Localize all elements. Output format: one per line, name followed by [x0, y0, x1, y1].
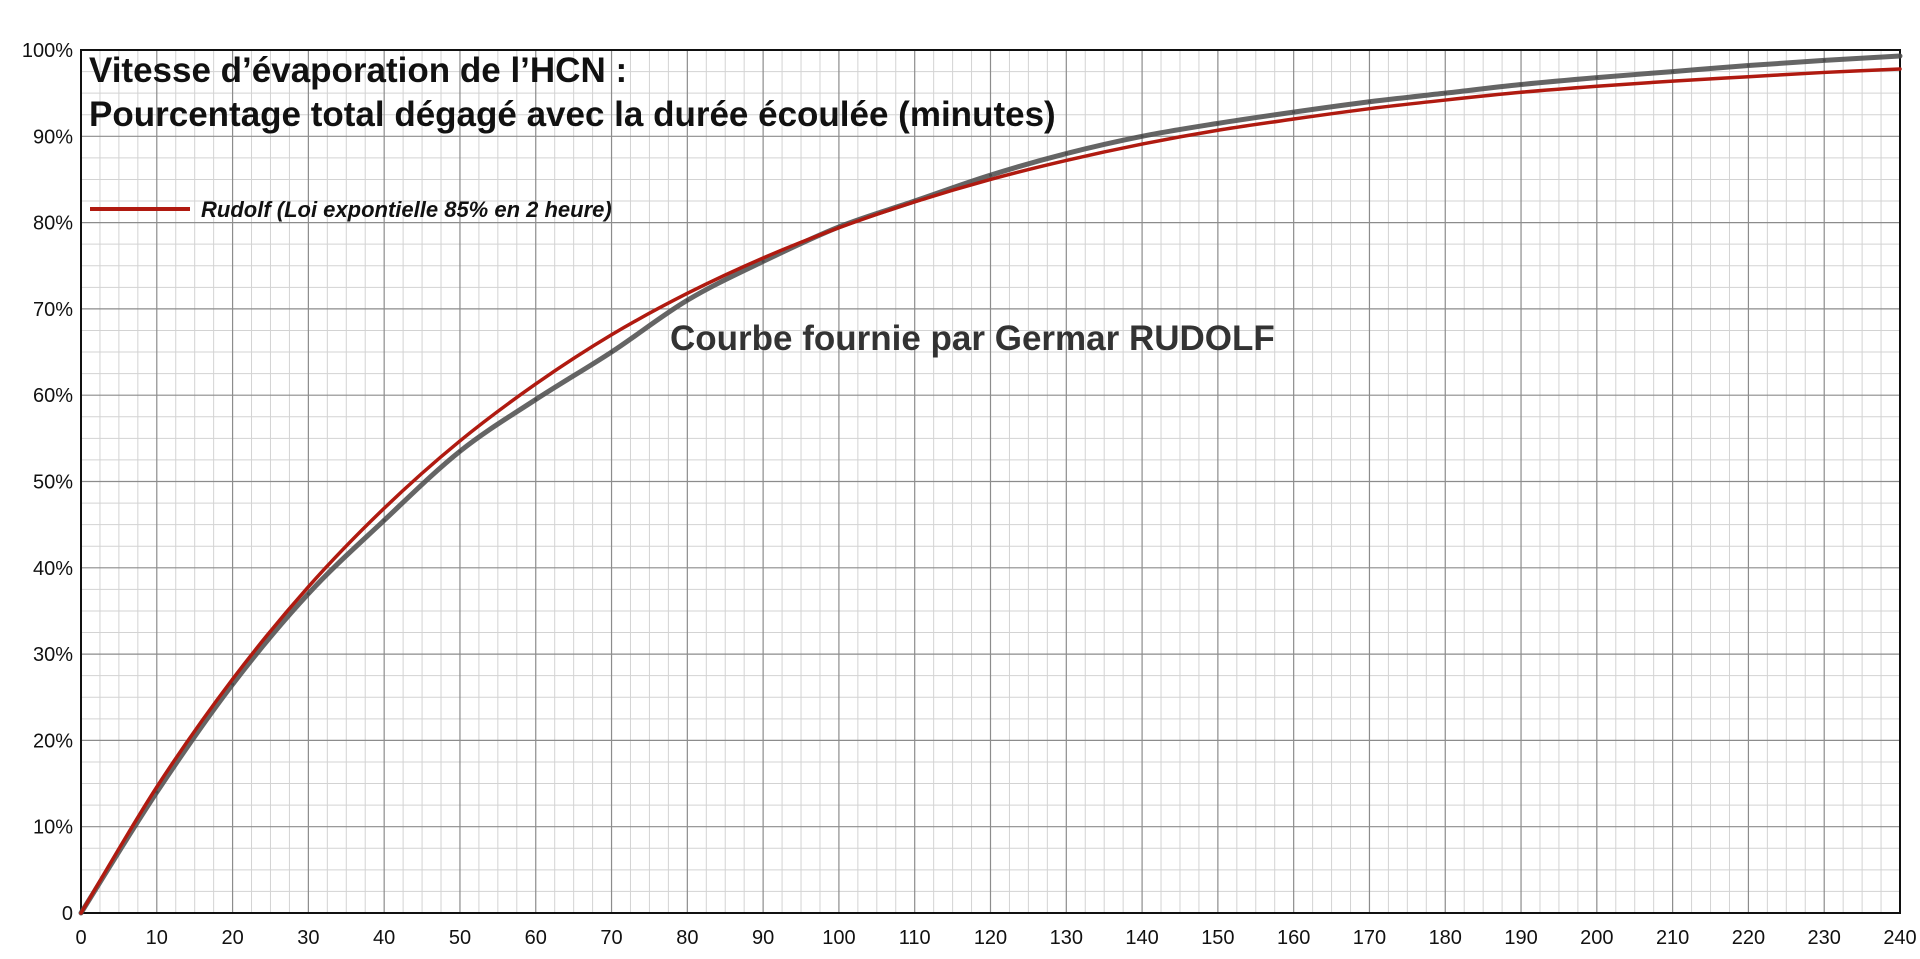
data-point-measured: [1292, 110, 1296, 114]
data-point-measured: [1064, 152, 1068, 156]
y-tick-label: 0: [62, 903, 73, 925]
x-tick-label: 30: [297, 927, 319, 949]
data-point-measured: [1519, 83, 1523, 87]
data-point-rudolf: [155, 785, 159, 789]
x-tick-label: 170: [1353, 927, 1386, 949]
data-point-measured: [1746, 64, 1750, 68]
data-point-rudolf: [1519, 90, 1523, 94]
x-tick-label: 240: [1883, 927, 1916, 949]
data-point-rudolf: [1595, 84, 1599, 88]
data-point-measured: [1367, 100, 1371, 104]
x-axis-ticks: 0 10 20 30 40 50 60 70 80 90 100 110 120 130 140 150 160…: [75, 927, 1916, 949]
legend: Rudolf (Loi expontielle 85% en 2 heure): [90, 197, 612, 222]
title-block: Vitesse d’évaporation de l’HCN : Pourcen…: [89, 51, 1056, 134]
data-point-measured: [989, 173, 992, 177]
y-tick-label: 70%: [33, 299, 73, 321]
chart-title: Vitesse d’évaporation de l’HCN :: [89, 51, 627, 90]
x-tick-label: 20: [221, 927, 243, 949]
x-tick-label: 90: [752, 927, 774, 949]
data-point-measured: [610, 350, 614, 354]
x-tick-label: 210: [1656, 927, 1689, 949]
x-tick-label: 10: [146, 927, 168, 949]
data-point-rudolf: [458, 439, 462, 443]
x-tick-label: 220: [1732, 927, 1765, 949]
chart-subtitle: Pourcentage total dégagé avec la durée é…: [89, 95, 1056, 134]
data-point-measured: [458, 449, 462, 453]
x-tick-label: 190: [1504, 927, 1537, 949]
x-tick-label: 110: [899, 927, 931, 949]
chart-annotation: Courbe fournie par Germar RUDOLF: [670, 319, 1275, 358]
data-point-rudolf: [382, 506, 386, 510]
y-tick-label: 50%: [33, 472, 73, 494]
y-tick-label: 90%: [33, 126, 73, 148]
y-axis-ticks: 0 10% 20% 30% 40% 50% 60% 70% 80% 90% 100%: [22, 40, 73, 925]
x-tick-label: 70: [600, 927, 622, 949]
data-point-rudolf: [1216, 128, 1220, 132]
data-point-rudolf: [837, 226, 841, 230]
x-tick-label: 200: [1580, 927, 1613, 949]
data-point-measured: [1443, 91, 1447, 95]
y-tick-label: 10%: [33, 817, 73, 839]
y-tick-label: 30%: [33, 644, 73, 666]
data-point-measured: [306, 592, 310, 596]
x-tick-label: 180: [1429, 927, 1462, 949]
data-point-rudolf: [761, 256, 765, 260]
x-tick-label: 80: [676, 927, 698, 949]
data-point-rudolf: [1140, 142, 1144, 146]
data-point-measured: [1822, 58, 1826, 62]
data-point-rudolf: [79, 911, 83, 915]
data-point-measured: [1671, 70, 1675, 74]
data-point-rudolf: [1746, 75, 1750, 79]
data-point-rudolf: [1292, 117, 1296, 121]
data-point-rudolf: [685, 291, 689, 295]
y-tick-label: 20%: [33, 730, 73, 752]
data-point-measured: [231, 682, 235, 686]
data-point-measured: [685, 298, 689, 302]
x-tick-label: 60: [525, 927, 547, 949]
data-point-rudolf: [306, 585, 310, 589]
data-point-rudolf: [1671, 79, 1675, 83]
y-tick-label: 60%: [33, 385, 73, 407]
data-point-measured: [1216, 121, 1220, 125]
data-point-rudolf: [610, 333, 614, 337]
series-layer: [78, 53, 1903, 916]
y-tick-label: 40%: [33, 558, 73, 580]
x-tick-label: 0: [75, 927, 86, 949]
data-point-rudolf: [989, 177, 992, 181]
y-tick-label: 100%: [22, 40, 73, 62]
y-tick-label: 80%: [33, 213, 73, 235]
data-point-rudolf: [1898, 67, 1902, 71]
data-point-rudolf: [1822, 70, 1826, 74]
data-point-measured: [155, 790, 159, 794]
data-point-measured: [1140, 134, 1144, 138]
data-point-measured: [1595, 76, 1599, 80]
plot-frame: [80, 49, 1901, 914]
x-tick-label: 120: [974, 927, 1007, 949]
x-tick-label: 40: [373, 927, 395, 949]
series-line-rudolf: [79, 67, 1902, 915]
data-point-rudolf: [231, 677, 235, 681]
data-point-measured: [1898, 54, 1902, 58]
data-point-rudolf: [1443, 98, 1447, 102]
legend-label-rudolf: Rudolf (Loi expontielle 85% en 2 heure): [201, 197, 612, 222]
x-tick-label: 230: [1808, 927, 1841, 949]
data-point-measured: [761, 259, 765, 263]
data-point-rudolf: [1367, 107, 1371, 111]
x-tick-label: 160: [1277, 927, 1310, 949]
data-point-rudolf: [1064, 158, 1068, 162]
x-tick-label: 130: [1050, 927, 1083, 949]
x-tick-label: 140: [1125, 927, 1158, 949]
x-tick-label: 50: [449, 927, 471, 949]
x-tick-label: 100: [822, 927, 855, 949]
data-point-rudolf: [913, 200, 917, 204]
data-point-rudolf: [534, 382, 538, 386]
data-point-measured: [382, 518, 386, 522]
x-tick-label: 150: [1201, 927, 1234, 949]
data-point-measured: [534, 398, 538, 402]
